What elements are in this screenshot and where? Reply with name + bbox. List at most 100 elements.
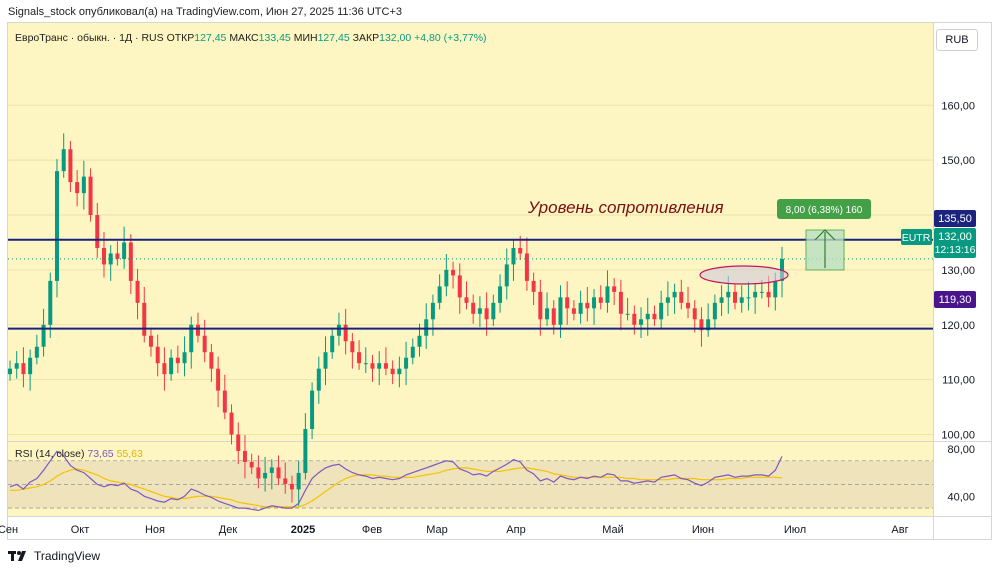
candle-body bbox=[296, 472, 301, 490]
candle-body bbox=[578, 302, 583, 314]
price-tick: 130,00 bbox=[941, 265, 975, 277]
low-value: 127,45 bbox=[317, 32, 350, 44]
rsi-ma-value: 55,63 bbox=[116, 448, 143, 460]
candle-body bbox=[263, 472, 268, 479]
candle-body bbox=[350, 341, 355, 353]
chart-frame[interactable] bbox=[7, 22, 992, 540]
candle-body bbox=[75, 182, 80, 194]
close-value: 132,00 bbox=[379, 32, 412, 44]
time-tick: 2025 bbox=[291, 524, 315, 536]
time-tick: Дек bbox=[219, 524, 238, 536]
time-tick: Окт bbox=[71, 524, 90, 536]
candle-body bbox=[753, 291, 758, 298]
candle-body bbox=[357, 352, 362, 364]
rsi-tick: 40,00 bbox=[947, 491, 975, 503]
candle-body bbox=[551, 308, 556, 325]
price-tick: 110,00 bbox=[942, 375, 975, 387]
candle-body bbox=[101, 247, 106, 265]
measure-tool[interactable]: 8,00 (6,38%) 160 bbox=[777, 199, 871, 271]
candle-body bbox=[598, 297, 603, 303]
candle-body bbox=[249, 461, 254, 468]
candle-body bbox=[28, 357, 33, 375]
candle-body bbox=[276, 467, 281, 479]
candle-body bbox=[377, 363, 382, 369]
candle-body bbox=[242, 450, 247, 462]
candle-body bbox=[68, 149, 73, 183]
resistance-tag: 135,50 bbox=[938, 213, 972, 225]
candle-body bbox=[451, 269, 456, 276]
resistance-annotation: Уровень сопротивления bbox=[527, 198, 724, 217]
candle-body bbox=[712, 302, 717, 320]
symbol-name: ЕвроТранс · обыкн. · 1Д · RUS bbox=[15, 32, 164, 44]
candle-body bbox=[330, 335, 335, 353]
candle-body bbox=[283, 478, 288, 484]
candle-body bbox=[169, 357, 174, 375]
open-value: 127,45 bbox=[194, 32, 227, 44]
candle-body bbox=[437, 286, 442, 303]
candle-body bbox=[48, 280, 53, 325]
time-tick: Май bbox=[602, 524, 624, 536]
candle-body bbox=[524, 253, 529, 281]
candle-body bbox=[706, 319, 711, 331]
price-tick: 120,00 bbox=[941, 320, 975, 332]
price-tick: 100,00 bbox=[941, 430, 975, 442]
price-tags: 135,50 EUTR 132,00 12:13:16 119,30 bbox=[901, 210, 976, 308]
time-axis: Сен Окт Ноя Дек 2025 Фев Мар Апр Май Июн Июл Авг bbox=[0, 524, 909, 536]
candle-body bbox=[397, 368, 402, 375]
candle-body bbox=[444, 269, 449, 287]
candle-body bbox=[746, 297, 751, 299]
candle-body bbox=[773, 280, 778, 298]
consolidation-ellipse[interactable] bbox=[699, 265, 789, 285]
candle-body bbox=[54, 171, 59, 281]
candle-body bbox=[625, 313, 630, 315]
candle-body bbox=[477, 308, 482, 314]
change-value: +4,80 (+3,77%) bbox=[414, 32, 487, 44]
candle-body bbox=[229, 412, 234, 435]
candle-body bbox=[430, 302, 435, 320]
candle-body bbox=[618, 291, 623, 314]
candle-body bbox=[565, 297, 570, 309]
candle-body bbox=[122, 242, 127, 259]
candle-body bbox=[504, 264, 509, 287]
candle-body bbox=[404, 357, 409, 369]
publish-info: Signals_stock опубликовал(а) на TradingV… bbox=[8, 6, 403, 18]
candle-body bbox=[457, 275, 462, 298]
candle-body bbox=[383, 363, 388, 369]
candle-body bbox=[692, 308, 697, 320]
candle-body bbox=[518, 247, 523, 254]
candle-body bbox=[665, 297, 670, 303]
time-tick: Июн bbox=[692, 524, 714, 536]
candle-body bbox=[612, 286, 617, 292]
candle-body bbox=[336, 324, 341, 336]
candle-body bbox=[195, 324, 200, 336]
candle-body bbox=[81, 176, 86, 194]
symbol-legend: ЕвроТранс · обыкн. · 1Д · RUS ОТКР127,45… bbox=[15, 32, 487, 44]
candle-body bbox=[699, 319, 704, 331]
support-tag: 119,30 bbox=[939, 294, 972, 306]
price-tick: 160,00 bbox=[941, 100, 975, 112]
candle-body bbox=[88, 176, 93, 216]
candle-body bbox=[686, 302, 691, 309]
open-label: ОТКР bbox=[166, 32, 195, 44]
candle-body bbox=[652, 313, 657, 320]
candle-body bbox=[410, 346, 415, 358]
close-label: ЗАКР bbox=[352, 32, 380, 44]
candle-body bbox=[545, 308, 550, 320]
candle-body bbox=[571, 308, 576, 314]
currency-button[interactable]: RUB bbox=[936, 29, 978, 51]
candle-body bbox=[323, 352, 328, 369]
candle-body bbox=[464, 297, 469, 303]
candle-body bbox=[108, 253, 113, 265]
candle-body bbox=[766, 291, 771, 298]
tradingview-brand[interactable]: TradingView bbox=[8, 549, 100, 563]
candle-body bbox=[592, 297, 597, 309]
candle-body bbox=[128, 242, 133, 281]
candle-body bbox=[343, 324, 348, 342]
candle-body bbox=[310, 390, 315, 430]
candle-body bbox=[289, 483, 294, 490]
low-label: МИН bbox=[293, 32, 318, 44]
candle-body bbox=[155, 346, 160, 364]
candle-body bbox=[216, 368, 221, 391]
tradingview-logo-icon bbox=[8, 551, 26, 561]
